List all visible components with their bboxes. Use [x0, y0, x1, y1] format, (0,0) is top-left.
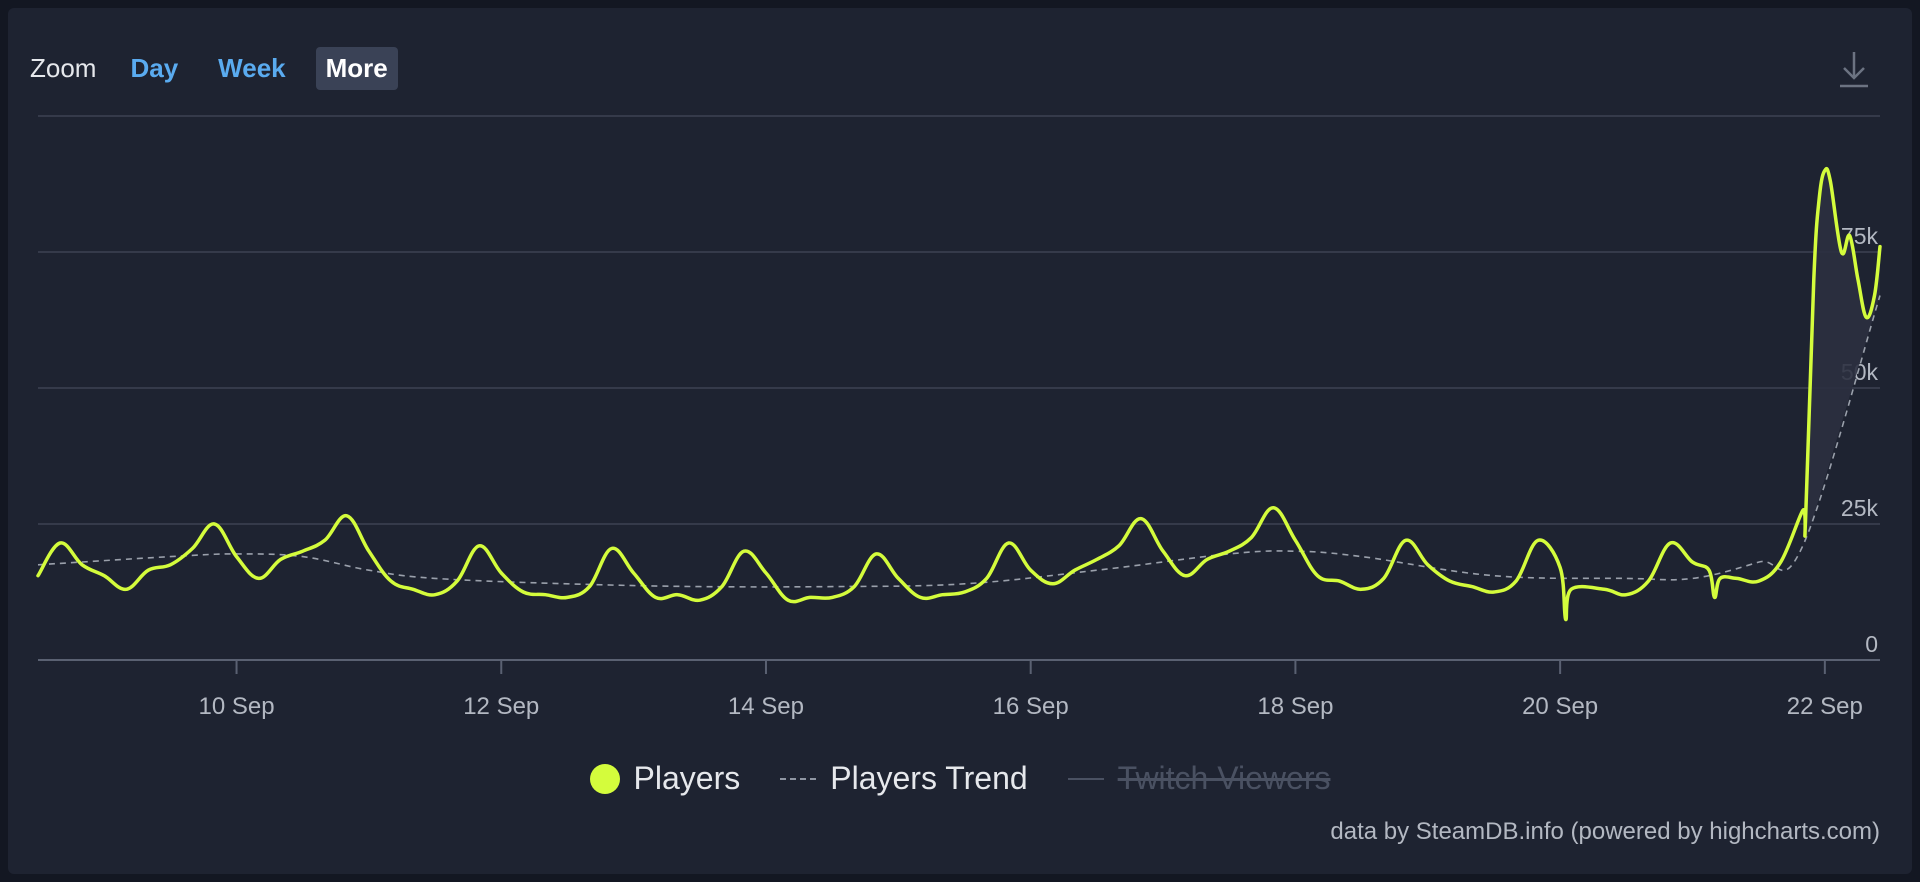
zoom-label: Zoom [30, 52, 97, 83]
legend-players-label: Players [633, 760, 741, 796]
y-tick-label: 0 [1865, 631, 1878, 657]
legend-players[interactable]: Players [589, 760, 741, 797]
legend-trend-label: Players Trend [830, 760, 1028, 796]
x-axis: 10 Sep 12 Sep 14 Sep 16 Sep 18 Sep 20 Sep 22 S… [198, 660, 1863, 720]
legend-twitch-marker [1067, 777, 1104, 780]
x-tick-label: 20 Sep [1522, 693, 1598, 720]
legend-twitch-label: Twitch Viewers [1117, 760, 1331, 796]
x-tick-label: 18 Sep [1257, 693, 1333, 720]
zoom-bar: Zoom Day Week More [30, 46, 418, 90]
x-tick-label: 22 Sep [1787, 693, 1863, 720]
players-trend-gap-area [1805, 168, 1880, 543]
players-trend-line [37, 295, 1881, 588]
download-icon[interactable] [1832, 48, 1876, 92]
legend-twitch-viewers[interactable]: Twitch Viewers [1067, 760, 1331, 797]
legend-players-trend[interactable]: Players Trend [780, 760, 1028, 797]
series-lines [36, 166, 1882, 622]
x-tick-label: 10 Sep [198, 693, 274, 720]
x-tick-label: 14 Sep [728, 693, 804, 720]
grid-lines [38, 115, 1880, 661]
x-tick-label: 12 Sep [463, 693, 539, 720]
zoom-week-button[interactable]: Week [218, 52, 286, 83]
y-tick-label: 25k [1841, 495, 1879, 521]
x-tick-label: 16 Sep [993, 693, 1069, 720]
zoom-more-button[interactable]: More [315, 46, 398, 90]
legend-players-marker [589, 763, 620, 794]
chart-card [8, 8, 1912, 874]
players-area [1805, 168, 1880, 543]
chart-credit: data by SteamDB.info (powered by highcha… [1330, 818, 1880, 845]
players-line [36, 166, 1882, 622]
chart-legend: Players Players Trend Twitch Viewers [0, 760, 1920, 797]
legend-trend-marker [780, 777, 817, 780]
zoom-day-button[interactable]: Day [130, 52, 179, 83]
